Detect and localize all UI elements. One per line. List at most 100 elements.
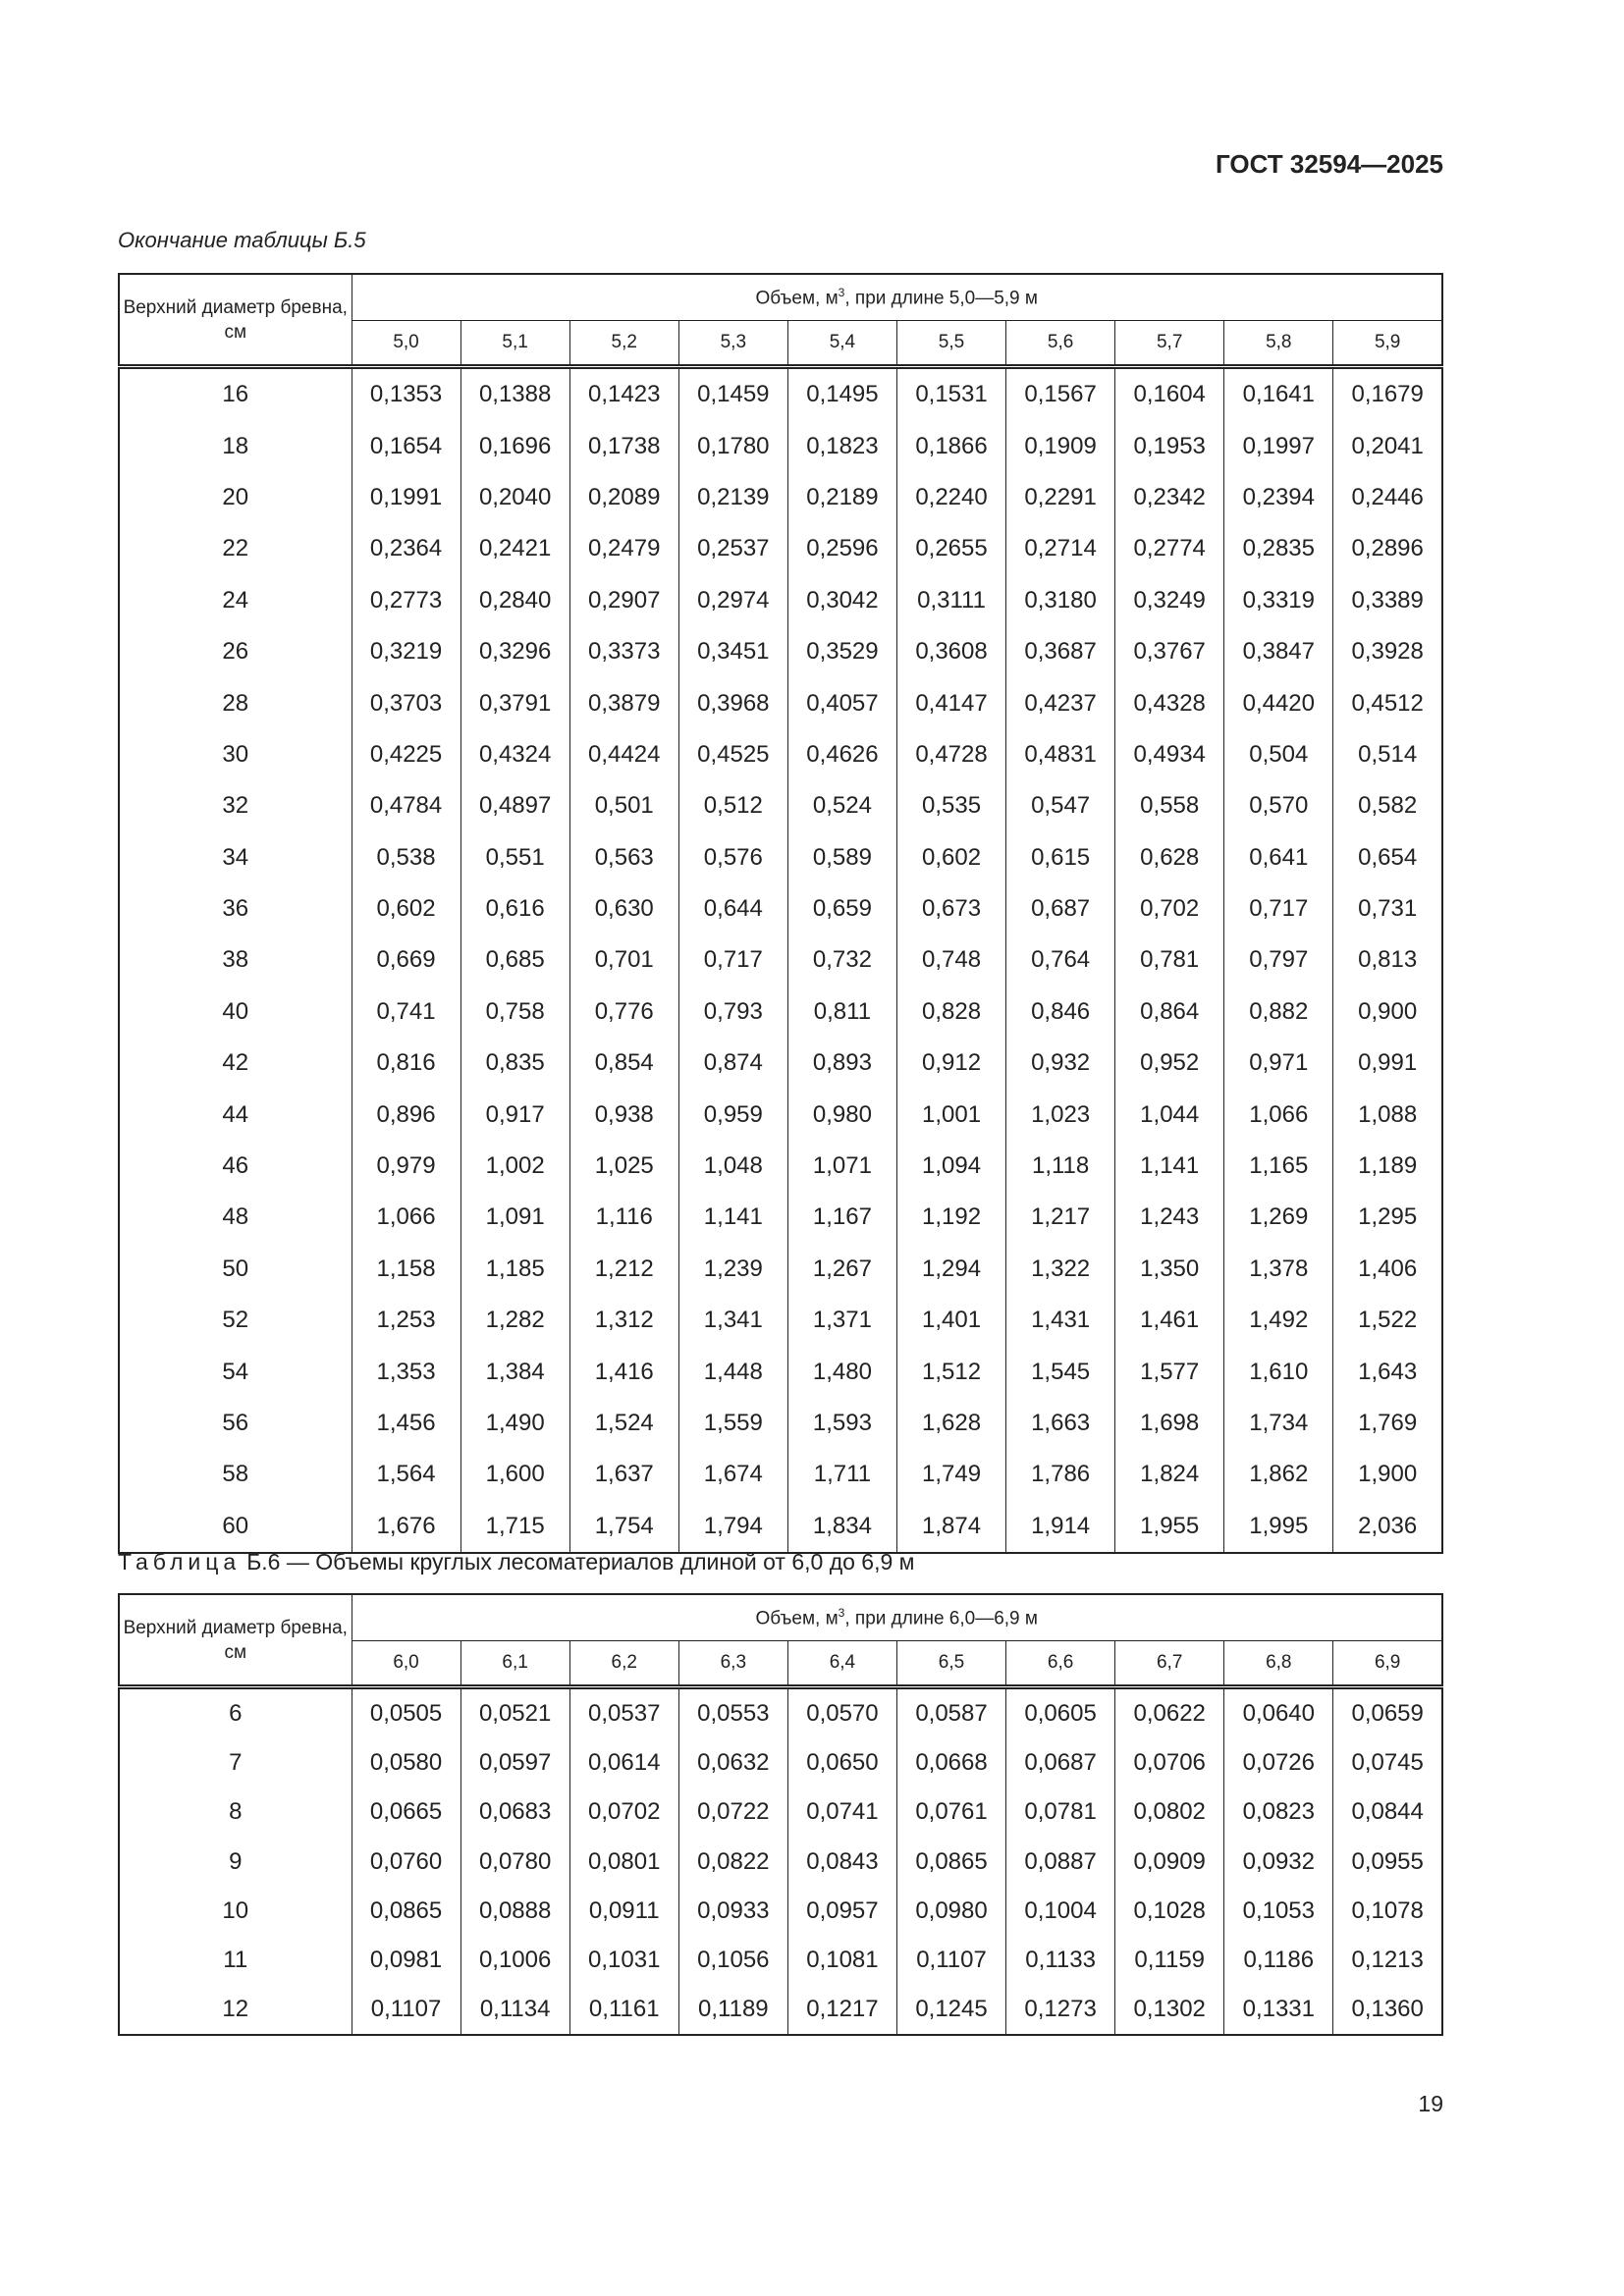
volume-cell: 0,3928	[1332, 625, 1443, 678]
volume-cell: 0,1780	[677, 420, 788, 472]
volume-cell: 1,492	[1223, 1295, 1334, 1347]
volume-cell: 0,1031	[568, 1935, 679, 1986]
volume-cell: 1,749	[895, 1449, 1007, 1501]
volume-cell: 1,490	[460, 1397, 570, 1450]
volume-cell: 0,0683	[460, 1788, 570, 1838]
volume-cell: 0,535	[895, 780, 1007, 832]
volume-cell: 0,2840	[460, 574, 570, 626]
volume-cell: 0,2896	[1332, 523, 1443, 575]
volume-cell: 0,512	[677, 780, 788, 832]
table-row: 18 0,1654 0,1696 0,1738 0,1780 0,1823 0,1866 0,…	[118, 420, 1443, 472]
volume-cell: 1,637	[568, 1449, 679, 1501]
volume-cell: 0,4525	[677, 728, 788, 781]
volume-cell: 0,0981	[351, 1935, 461, 1986]
volume-cell: 1,824	[1114, 1449, 1225, 1501]
volume-cell: 0,687	[1005, 882, 1116, 935]
volume-cell: 0,3847	[1223, 625, 1334, 678]
volume-cell: 0,1107	[895, 1935, 1007, 1986]
volume-cell: 0,2089	[568, 471, 679, 524]
volume-cell: 0,1604	[1114, 366, 1225, 421]
volume-cell: 1,091	[460, 1192, 570, 1244]
volume-cell: 0,912	[895, 1038, 1007, 1090]
length-column-header: 6,0	[351, 1640, 461, 1689]
volume-cell: 1,564	[351, 1449, 461, 1501]
table-row: 22 0,2364 0,2421 0,2479 0,2537 0,2596 0,2655 0,…	[118, 523, 1443, 575]
volume-cell: 1,628	[895, 1397, 1007, 1450]
volume-cell: 0,816	[351, 1038, 461, 1090]
volume-cell: 0,979	[351, 1140, 461, 1193]
volume-cell: 0,2240	[895, 471, 1007, 524]
volume-cell: 0,900	[1332, 986, 1443, 1039]
volume-cell: 0,1953	[1114, 420, 1225, 472]
volume-cell: 1,025	[568, 1140, 679, 1193]
volume-cell: 1,002	[460, 1140, 570, 1193]
volume-cell: 0,0640	[1223, 1686, 1334, 1739]
table-row: 20 0,1991 0,2040 0,2089 0,2139 0,2189 0,2240 0,…	[118, 471, 1443, 524]
volume-cell: 0,0570	[786, 1686, 897, 1739]
volume-cell: 0,1866	[895, 420, 1007, 472]
volume-cell: 0,1004	[1005, 1886, 1116, 1936]
diameter-cell: 28	[118, 677, 352, 729]
volume-cell: 0,1081	[786, 1935, 897, 1986]
volume-cell: 1,282	[460, 1295, 570, 1347]
volume-cell: 0,3529	[786, 625, 897, 678]
table-row: 60 1,676 1,715 1,754 1,794 1,834 1,874 1,914 1,9…	[118, 1500, 1443, 1553]
diameter-cell: 58	[118, 1449, 352, 1501]
volume-cell: 0,758	[460, 986, 570, 1039]
volume-table-b6: Верхний диаметр бревна, см Объем, м3, пр…	[118, 1593, 1443, 2037]
table-row: 48 1,066 1,091 1,116 1,141 1,167 1,192 1,217 1,2…	[118, 1192, 1443, 1244]
volume-cell: 0,702	[1114, 882, 1225, 935]
diameter-cell: 42	[118, 1038, 352, 1090]
volume-cell: 0,1531	[895, 366, 1007, 421]
volume-cell: 0,2364	[351, 523, 461, 575]
volume-cell: 0,504	[1223, 728, 1334, 781]
volume-cell: 1,406	[1332, 1243, 1443, 1296]
diameter-cell: 10	[118, 1886, 352, 1936]
table-row: 50 1,158 1,185 1,212 1,239 1,267 1,294 1,322 1,3…	[118, 1243, 1443, 1296]
volume-cell: 0,0802	[1114, 1788, 1225, 1838]
volume-cell: 0,1213	[1332, 1935, 1443, 1986]
volume-cell: 0,4237	[1005, 677, 1116, 729]
volume-cell: 0,4897	[460, 780, 570, 832]
length-column-header: 6,8	[1223, 1640, 1334, 1689]
volume-cell: 0,835	[460, 1038, 570, 1090]
volume-cell: 0,2139	[677, 471, 788, 524]
volume-cell: 0,0909	[1114, 1837, 1225, 1887]
volume-cell: 0,828	[895, 986, 1007, 1039]
volume-cell: 1,401	[895, 1295, 1007, 1347]
volume-cell: 2,036	[1332, 1500, 1443, 1553]
length-column-header: 6,4	[786, 1640, 897, 1689]
volume-cell: 0,0865	[895, 1837, 1007, 1887]
table-row: 28 0,3703 0,3791 0,3879 0,3968 0,4057 0,4147 0,…	[118, 677, 1443, 729]
length-column-header: 6,5	[895, 1640, 1007, 1689]
volume-cell: 1,874	[895, 1500, 1007, 1553]
volume-cell: 0,4934	[1114, 728, 1225, 781]
volume-cell: 0,0844	[1332, 1788, 1443, 1838]
volume-cell: 0,0781	[1005, 1788, 1116, 1838]
volume-cell: 1,676	[351, 1500, 461, 1553]
volume-cell: 0,2655	[895, 523, 1007, 575]
table-row: 36 0,602 0,616 0,630 0,644 0,659 0,673 0,687 0,7…	[118, 882, 1443, 935]
length-column-header: 5,9	[1332, 320, 1443, 369]
length-column-header: 6,2	[568, 1640, 679, 1689]
table-row: 38 0,669 0,685 0,701 0,717 0,732 0,748 0,764 0,7…	[118, 934, 1443, 987]
volume-cell: 0,4512	[1332, 677, 1443, 729]
volume-cell: 0,4057	[786, 677, 897, 729]
volume-cell: 1,900	[1332, 1449, 1443, 1501]
volume-cell: 0,551	[460, 831, 570, 883]
volume-cell: 1,456	[351, 1397, 461, 1450]
volume-cell: 0,644	[677, 882, 788, 935]
table-row: 11 0,0981 0,1006 0,1031 0,1056 0,1081 0,1107 0,…	[118, 1935, 1443, 1986]
volume-cell: 0,630	[568, 882, 679, 935]
volume-cell: 1,141	[677, 1192, 788, 1244]
volume-cell: 0,673	[895, 882, 1007, 935]
volume-cell: 0,0706	[1114, 1738, 1225, 1789]
volume-cell: 0,1567	[1005, 366, 1116, 421]
volume-cell: 0,1823	[786, 420, 897, 472]
volume-cell: 1,524	[568, 1397, 679, 1450]
volume-cell: 0,776	[568, 986, 679, 1039]
volume-cell: 0,0760	[351, 1837, 461, 1887]
volume-cell: 1,023	[1005, 1089, 1116, 1141]
volume-cell: 0,3687	[1005, 625, 1116, 678]
length-column-header: 5,6	[1005, 320, 1116, 369]
